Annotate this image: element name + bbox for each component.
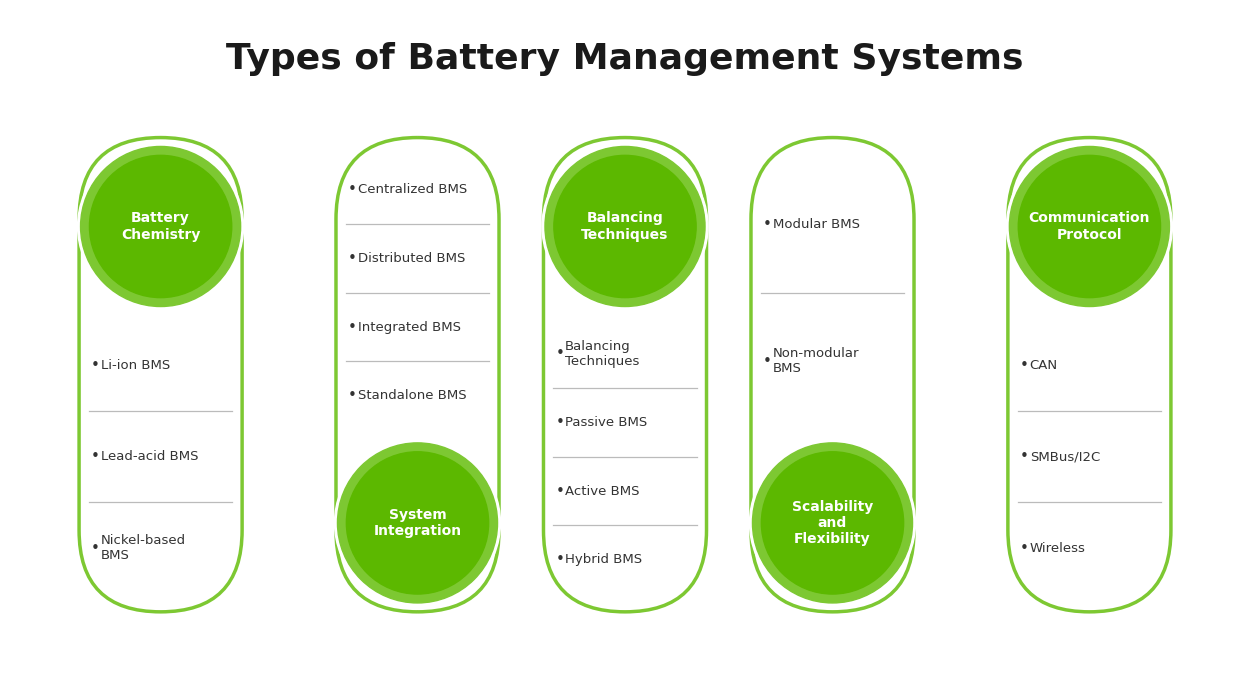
Circle shape (1009, 146, 1170, 307)
Circle shape (90, 155, 231, 298)
Circle shape (80, 146, 241, 307)
Text: •: • (1020, 541, 1029, 556)
Text: Balancing
Techniques: Balancing Techniques (565, 340, 640, 368)
Text: Integrated BMS: Integrated BMS (357, 321, 461, 333)
FancyBboxPatch shape (1008, 138, 1171, 612)
Text: Nickel-based
BMS: Nickel-based BMS (101, 534, 186, 562)
Text: •: • (91, 358, 100, 372)
Text: •: • (348, 389, 356, 403)
FancyBboxPatch shape (544, 138, 706, 612)
Text: System
Integration: System Integration (374, 508, 461, 538)
Circle shape (761, 452, 904, 594)
Text: Centralized BMS: Centralized BMS (357, 183, 468, 196)
Text: Battery
Chemistry: Battery Chemistry (121, 211, 200, 242)
Text: CAN: CAN (1030, 358, 1058, 372)
Text: Distributed BMS: Distributed BMS (357, 252, 465, 265)
Circle shape (1006, 144, 1172, 309)
Text: Communication
Protocol: Communication Protocol (1029, 211, 1150, 242)
Circle shape (542, 144, 708, 309)
Text: •: • (555, 552, 564, 567)
Text: Standalone BMS: Standalone BMS (357, 389, 466, 402)
Text: Passive BMS: Passive BMS (565, 416, 648, 429)
Text: Li-ion BMS: Li-ion BMS (101, 358, 170, 372)
Text: Hybrid BMS: Hybrid BMS (565, 553, 642, 566)
FancyBboxPatch shape (751, 138, 914, 612)
Text: Modular BMS: Modular BMS (772, 218, 860, 230)
FancyBboxPatch shape (79, 138, 242, 612)
Text: Wireless: Wireless (1030, 542, 1085, 555)
Circle shape (78, 144, 244, 309)
Text: •: • (555, 346, 564, 361)
Circle shape (545, 146, 705, 307)
Text: •: • (1020, 358, 1029, 372)
Text: Non-modular
BMS: Non-modular BMS (772, 347, 859, 375)
Circle shape (1019, 155, 1160, 298)
Text: Active BMS: Active BMS (565, 484, 640, 498)
Text: Scalability
and
Flexibility: Scalability and Flexibility (792, 500, 872, 546)
Text: •: • (762, 354, 771, 369)
Text: Types of Battery Management Systems: Types of Battery Management Systems (226, 41, 1024, 76)
Circle shape (335, 440, 500, 606)
Circle shape (554, 155, 696, 298)
Text: •: • (555, 415, 564, 430)
Circle shape (750, 440, 915, 606)
Text: Balancing
Techniques: Balancing Techniques (581, 211, 669, 242)
Text: •: • (1020, 449, 1029, 464)
Text: •: • (348, 182, 356, 197)
Text: •: • (91, 449, 100, 464)
Text: •: • (555, 484, 564, 498)
Circle shape (752, 443, 912, 603)
Text: •: • (348, 251, 356, 266)
Text: •: • (91, 541, 100, 556)
Text: •: • (762, 216, 771, 232)
Text: Lead-acid BMS: Lead-acid BMS (101, 450, 199, 463)
FancyBboxPatch shape (336, 138, 499, 612)
Text: SMBus/I2C: SMBus/I2C (1030, 450, 1100, 463)
Circle shape (346, 452, 489, 594)
Circle shape (338, 443, 498, 603)
Text: •: • (348, 319, 356, 335)
